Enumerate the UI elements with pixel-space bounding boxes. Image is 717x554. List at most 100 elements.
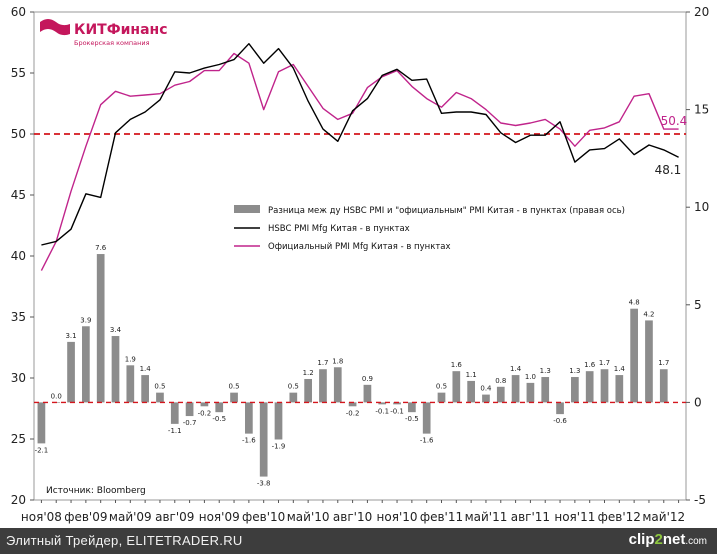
left-tick-label: 20 <box>11 493 26 507</box>
difference-bar-label: 1.7 <box>599 359 610 367</box>
x-tick-label: ноя'11 <box>554 510 595 524</box>
difference-bar-label: 3.9 <box>80 316 91 324</box>
x-tick-label: фев'10 <box>242 510 285 524</box>
difference-bar <box>496 386 505 403</box>
difference-bar-label: 0.5 <box>288 383 299 391</box>
legend-bars-label: Разница меж ду HSBC PMI и "официальным" … <box>268 206 625 216</box>
difference-bar <box>467 380 475 403</box>
x-tick-label: май'10 <box>287 510 330 524</box>
difference-bar <box>230 392 238 403</box>
left-tick-label: 40 <box>11 249 26 263</box>
difference-bar-label: 1.3 <box>569 367 580 375</box>
difference-bar-label: -2.1 <box>35 446 49 454</box>
difference-bar <box>526 382 535 403</box>
brand-c: net <box>662 531 686 548</box>
difference-bar-label: 0.8 <box>495 377 506 385</box>
plot-border <box>33 11 687 501</box>
difference-bar-labels: -2.10.03.13.97.63.41.91.40.5-1.1-0.7-0.2… <box>35 244 670 488</box>
difference-bar <box>170 402 179 424</box>
difference-bar-label: 1.4 <box>140 365 152 373</box>
logo-name: КИТФинанс <box>74 22 168 38</box>
difference-bar-label: 1.8 <box>332 357 343 365</box>
difference-bar <box>645 320 653 403</box>
difference-bar-label: 0.5 <box>154 383 165 391</box>
difference-bar-label: 4.8 <box>629 299 640 307</box>
difference-bar-label: -0.5 <box>405 415 419 423</box>
logo-mark-icon <box>40 19 70 36</box>
x-tick-label: май'11 <box>465 510 508 524</box>
axes: 20 25 30 35 40 45 50 55 60 -5 0 5 10 15 20 ноя'08 фев'09… <box>11 5 710 524</box>
difference-bar-label: 0.5 <box>436 383 447 391</box>
difference-bar <box>67 341 75 403</box>
difference-bar <box>378 402 387 405</box>
brand-b: 2 <box>654 531 663 548</box>
difference-bar <box>274 402 283 440</box>
right-tick-label: 0 <box>694 395 702 409</box>
left-tick-label: 55 <box>11 66 26 80</box>
difference-bar <box>408 402 416 413</box>
x-tick-label: ноя'08 <box>21 510 62 524</box>
difference-bar <box>363 384 372 403</box>
difference-bar <box>630 308 638 403</box>
difference-bar-label: 1.6 <box>584 361 596 369</box>
right-tick-label: 10 <box>694 200 709 214</box>
footer-caption: Элитный Трейдер, ELITETRADER.RU <box>6 533 243 548</box>
difference-bar <box>452 371 461 403</box>
difference-bar <box>111 336 120 403</box>
difference-bar-label: -0.2 <box>198 409 212 417</box>
difference-bar <box>156 392 164 403</box>
difference-bar <box>585 371 594 403</box>
left-tick-label: 50 <box>11 127 26 141</box>
difference-bar <box>437 392 446 403</box>
legend: Разница меж ду HSBC PMI и "официальным" … <box>234 205 625 252</box>
left-tick-label: 45 <box>11 188 26 202</box>
difference-bar-label: -1.9 <box>272 442 286 450</box>
difference-bar <box>511 375 520 403</box>
x-tick-label: авг'09 <box>155 510 194 524</box>
hsbc-end-label: 48.1 <box>655 163 682 177</box>
legend-bars-swatch <box>234 205 260 213</box>
hsbc-pmi-line <box>41 43 679 246</box>
difference-bar-label: -0.1 <box>375 407 389 415</box>
right-tick-label: 15 <box>694 103 709 117</box>
difference-bar-label: 3.4 <box>110 326 122 334</box>
difference-bar-label: 1.7 <box>317 359 328 367</box>
difference-bar <box>571 377 579 403</box>
difference-bar-label: 1.9 <box>125 355 136 363</box>
left-tick-label: 35 <box>11 310 26 324</box>
x-tick-label: авг'11 <box>511 510 550 524</box>
x-tick-label: май'12 <box>642 510 685 524</box>
difference-bar-label: -1.6 <box>242 437 256 445</box>
difference-bar <box>185 402 194 417</box>
site-brand[interactable]: clip2net.com <box>629 531 707 548</box>
difference-bar <box>659 369 668 403</box>
right-tick-label: 5 <box>694 298 702 312</box>
difference-bar-label: 1.4 <box>510 365 522 373</box>
difference-bar <box>82 326 90 403</box>
difference-bar-label: 0.0 <box>51 392 62 400</box>
difference-bar <box>615 375 624 403</box>
difference-bar <box>333 367 342 403</box>
difference-bar <box>126 365 135 403</box>
x-tick-label: фев'12 <box>598 510 641 524</box>
official-pmi-line <box>40 52 679 271</box>
legend-hsbc-label: HSBC PMI Mfg Китая - в пунктах <box>268 224 410 234</box>
difference-bar-label: -0.1 <box>390 407 404 415</box>
difference-bar <box>393 402 401 405</box>
difference-bar <box>245 402 253 434</box>
difference-bar-label: -0.7 <box>183 419 197 427</box>
difference-bar-label: -0.2 <box>346 409 360 417</box>
difference-bar-label: 1.3 <box>540 367 551 375</box>
difference-bar-label: 4.2 <box>643 310 654 318</box>
difference-bar-label: 1.7 <box>658 359 669 367</box>
difference-bar-label: 0.5 <box>228 383 239 391</box>
left-tick-label: 25 <box>11 432 26 446</box>
difference-bar-label: 1.2 <box>303 369 314 377</box>
difference-bar <box>200 402 209 407</box>
x-tick-label: фев'09 <box>64 510 107 524</box>
difference-bar <box>37 402 46 444</box>
footer-bar: Элитный Трейдер, ELITETRADER.RU clip2net… <box>0 528 717 554</box>
difference-bar-label: -3.8 <box>257 480 271 488</box>
difference-bar-label: -1.1 <box>168 427 182 435</box>
